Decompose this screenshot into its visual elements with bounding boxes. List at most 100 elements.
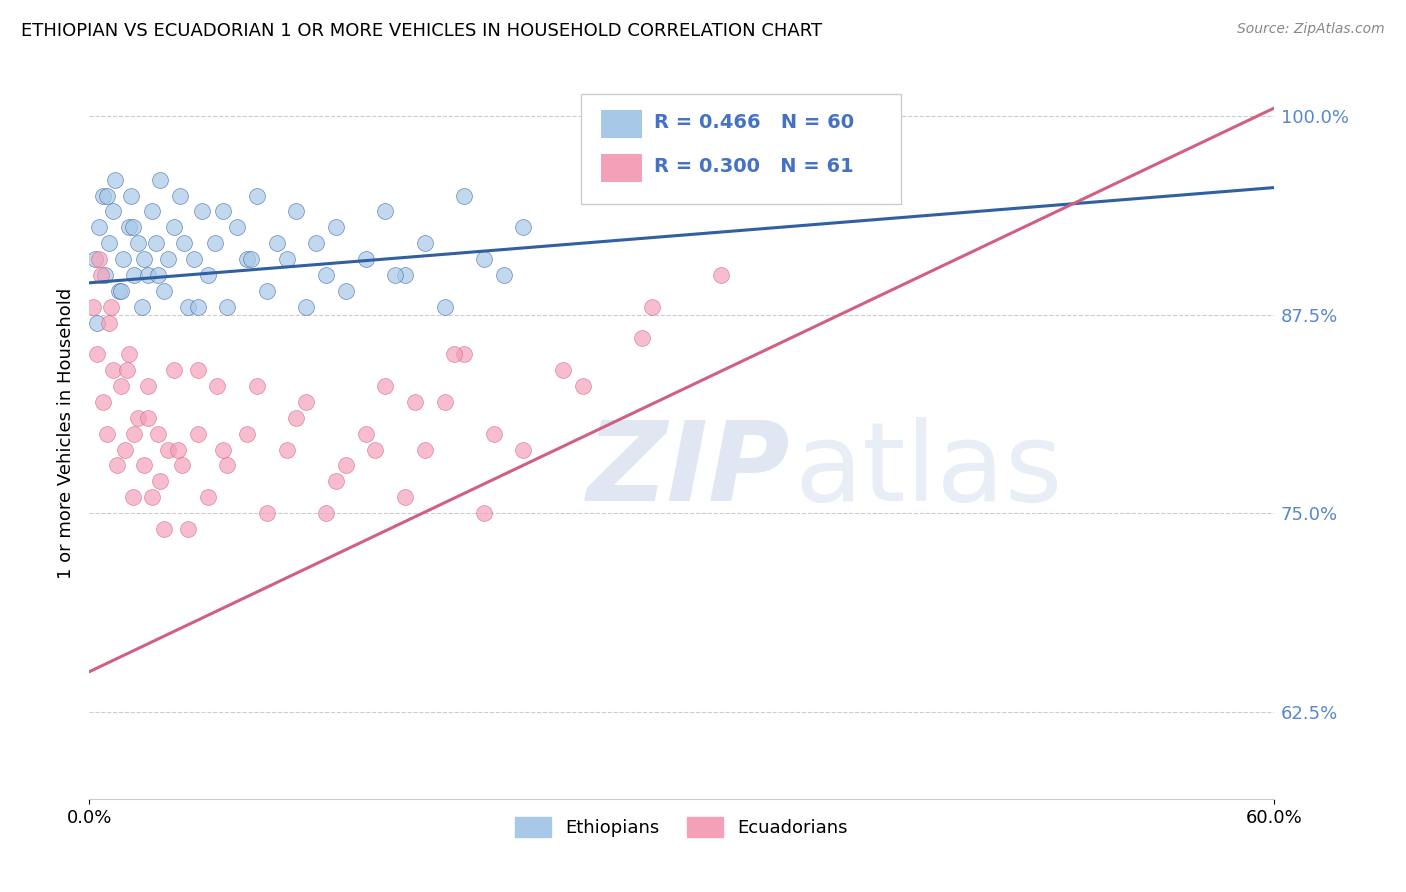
Point: [170, 458, 193, 473]
Point: [187, 363, 209, 377]
Point: [394, 490, 416, 504]
Point: [94, 268, 117, 282]
Point: [177, 522, 200, 536]
Point: [571, 379, 593, 393]
Point: [190, 204, 212, 219]
Point: [295, 300, 318, 314]
Point: [141, 490, 163, 504]
Point: [335, 284, 357, 298]
Point: [145, 236, 167, 251]
Point: [117, 347, 139, 361]
Point: [86, 316, 108, 330]
Point: [246, 379, 269, 393]
Point: [325, 475, 347, 489]
Point: [413, 442, 436, 457]
FancyBboxPatch shape: [581, 94, 901, 203]
Point: [100, 300, 122, 314]
Point: [325, 220, 347, 235]
Legend: Ethiopians, Ecuadorians: Ethiopians, Ecuadorians: [508, 809, 855, 845]
Point: [173, 236, 195, 251]
Point: [266, 236, 288, 251]
Point: [148, 268, 170, 282]
Point: [433, 300, 456, 314]
Point: [96, 426, 118, 441]
Point: [91, 188, 114, 202]
Point: [97, 236, 120, 251]
Y-axis label: 1 or more Vehicles in Household: 1 or more Vehicles in Household: [58, 288, 75, 579]
Point: [183, 252, 205, 266]
Point: [111, 252, 134, 266]
Point: [285, 410, 308, 425]
Point: [141, 204, 163, 219]
Point: [157, 442, 180, 457]
Text: R = 0.466   N = 60: R = 0.466 N = 60: [654, 113, 855, 132]
Text: ZIP: ZIP: [586, 417, 790, 524]
Point: [512, 442, 534, 457]
Point: [163, 220, 186, 235]
Point: [472, 506, 495, 520]
Text: Source: ZipAtlas.com: Source: ZipAtlas.com: [1237, 22, 1385, 37]
Point: [124, 268, 146, 282]
Point: [101, 363, 124, 377]
Point: [96, 188, 118, 202]
Point: [256, 506, 278, 520]
Point: [354, 426, 377, 441]
Point: [240, 252, 263, 266]
Bar: [600, 110, 643, 138]
Point: [453, 188, 475, 202]
Point: [315, 506, 337, 520]
Point: [236, 252, 259, 266]
Bar: [600, 154, 643, 182]
Point: [107, 284, 129, 298]
Point: [177, 300, 200, 314]
Point: [157, 252, 180, 266]
Point: [472, 252, 495, 266]
Point: [374, 204, 396, 219]
Point: [443, 347, 465, 361]
Point: [149, 172, 172, 186]
Point: [631, 331, 654, 345]
Point: [87, 252, 110, 266]
Point: [91, 395, 114, 409]
Point: [204, 236, 226, 251]
Point: [153, 284, 176, 298]
Point: [187, 300, 209, 314]
Point: [163, 363, 186, 377]
Point: [276, 442, 298, 457]
Point: [197, 268, 219, 282]
Point: [512, 220, 534, 235]
Point: [82, 300, 104, 314]
Point: [364, 442, 387, 457]
Point: [404, 395, 426, 409]
Text: ETHIOPIAN VS ECUADORIAN 1 OR MORE VEHICLES IN HOUSEHOLD CORRELATION CHART: ETHIOPIAN VS ECUADORIAN 1 OR MORE VEHICL…: [21, 22, 823, 40]
Point: [492, 268, 515, 282]
Point: [256, 284, 278, 298]
Point: [136, 268, 159, 282]
Point: [87, 220, 110, 235]
Point: [120, 188, 142, 202]
Point: [127, 410, 149, 425]
Point: [153, 522, 176, 536]
Point: [236, 426, 259, 441]
Text: R = 0.300   N = 61: R = 0.300 N = 61: [654, 157, 853, 176]
Point: [551, 363, 574, 377]
Point: [136, 410, 159, 425]
Point: [641, 300, 664, 314]
Point: [115, 363, 138, 377]
Point: [110, 284, 132, 298]
Point: [207, 379, 229, 393]
Point: [246, 188, 269, 202]
Point: [134, 252, 156, 266]
Point: [134, 458, 156, 473]
Point: [90, 268, 112, 282]
Point: [394, 268, 416, 282]
Point: [169, 188, 191, 202]
Point: [105, 458, 128, 473]
Point: [354, 252, 377, 266]
Point: [148, 426, 170, 441]
Point: [335, 458, 357, 473]
Point: [187, 426, 209, 441]
Point: [413, 236, 436, 251]
Point: [131, 300, 153, 314]
Point: [121, 490, 143, 504]
